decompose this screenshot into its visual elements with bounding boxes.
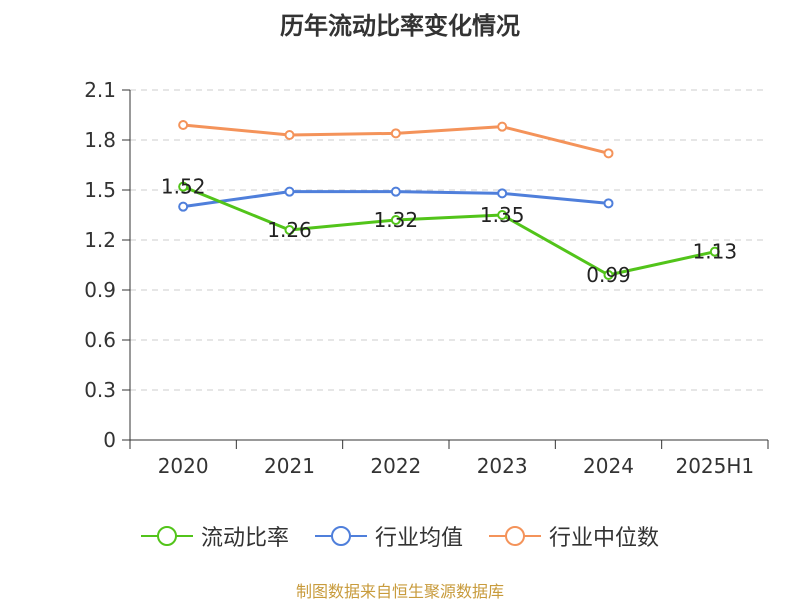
y-tick-label: 1.8 [84,128,116,152]
legend-item-current-ratio[interactable]: 流动比率 [140,520,289,552]
legend-marker-current-ratio [140,526,193,546]
x-tick-label: 2022 [370,454,421,478]
data-label: 0.99 [586,263,631,287]
legend-label-industry-mean: 行业均值 [374,526,463,551]
data-label: 1.35 [480,203,525,227]
data-point [709,246,720,257]
y-tick-label: 1.2 [84,228,116,252]
data-point [497,188,508,199]
y-tick-label: 1.5 [84,178,116,202]
legend-marker-industry-median [489,526,541,546]
x-tick-label: 2021 [264,454,315,478]
data-point [284,225,295,235]
y-tick-label: 0.3 [84,378,116,402]
legend-item-industry-median[interactable]: 行业中位数 [489,520,659,552]
legend-label-industry-median: 行业中位数 [549,526,660,551]
data-point [284,186,295,197]
chart-title: 历年流动比率变化情况 [280,12,520,40]
data-point [497,210,508,220]
data-point [178,201,189,212]
legend-label-current-ratio: 流动比率 [200,526,289,551]
data-point [284,130,295,140]
x-tick-label: 2024 [583,454,634,478]
legend: 流动比率 行业均值 行业中位数 [0,520,800,552]
data-label: 1.13 [693,240,738,264]
y-tick-label: 0.9 [84,278,116,302]
legend-item-industry-mean[interactable]: 行业均值 [314,520,463,552]
data-point [603,148,614,159]
data-point [390,186,401,197]
data-point [497,121,508,132]
x-tick-label: 2025H1 [675,454,754,478]
legend-marker-industry-mean [314,526,367,546]
y-tick-label: 0 [103,428,116,452]
data-point [178,120,189,130]
data-label: 1.32 [374,208,419,232]
series-line [182,185,716,277]
source-note: 制图数据来自恒生聚源数据库 [295,582,504,601]
y-tick-label: 0.6 [84,328,116,352]
x-tick-label: 2020 [158,454,209,478]
data-point [390,215,401,225]
y-tick-label: 2.1 [84,78,116,102]
data-point [178,181,189,192]
data-label: 1.26 [267,218,312,242]
x-tick-label: 2023 [477,454,528,478]
data-point [390,128,401,139]
data-point [603,198,614,209]
data-point [603,270,614,280]
data-label: 1.52 [161,175,206,199]
